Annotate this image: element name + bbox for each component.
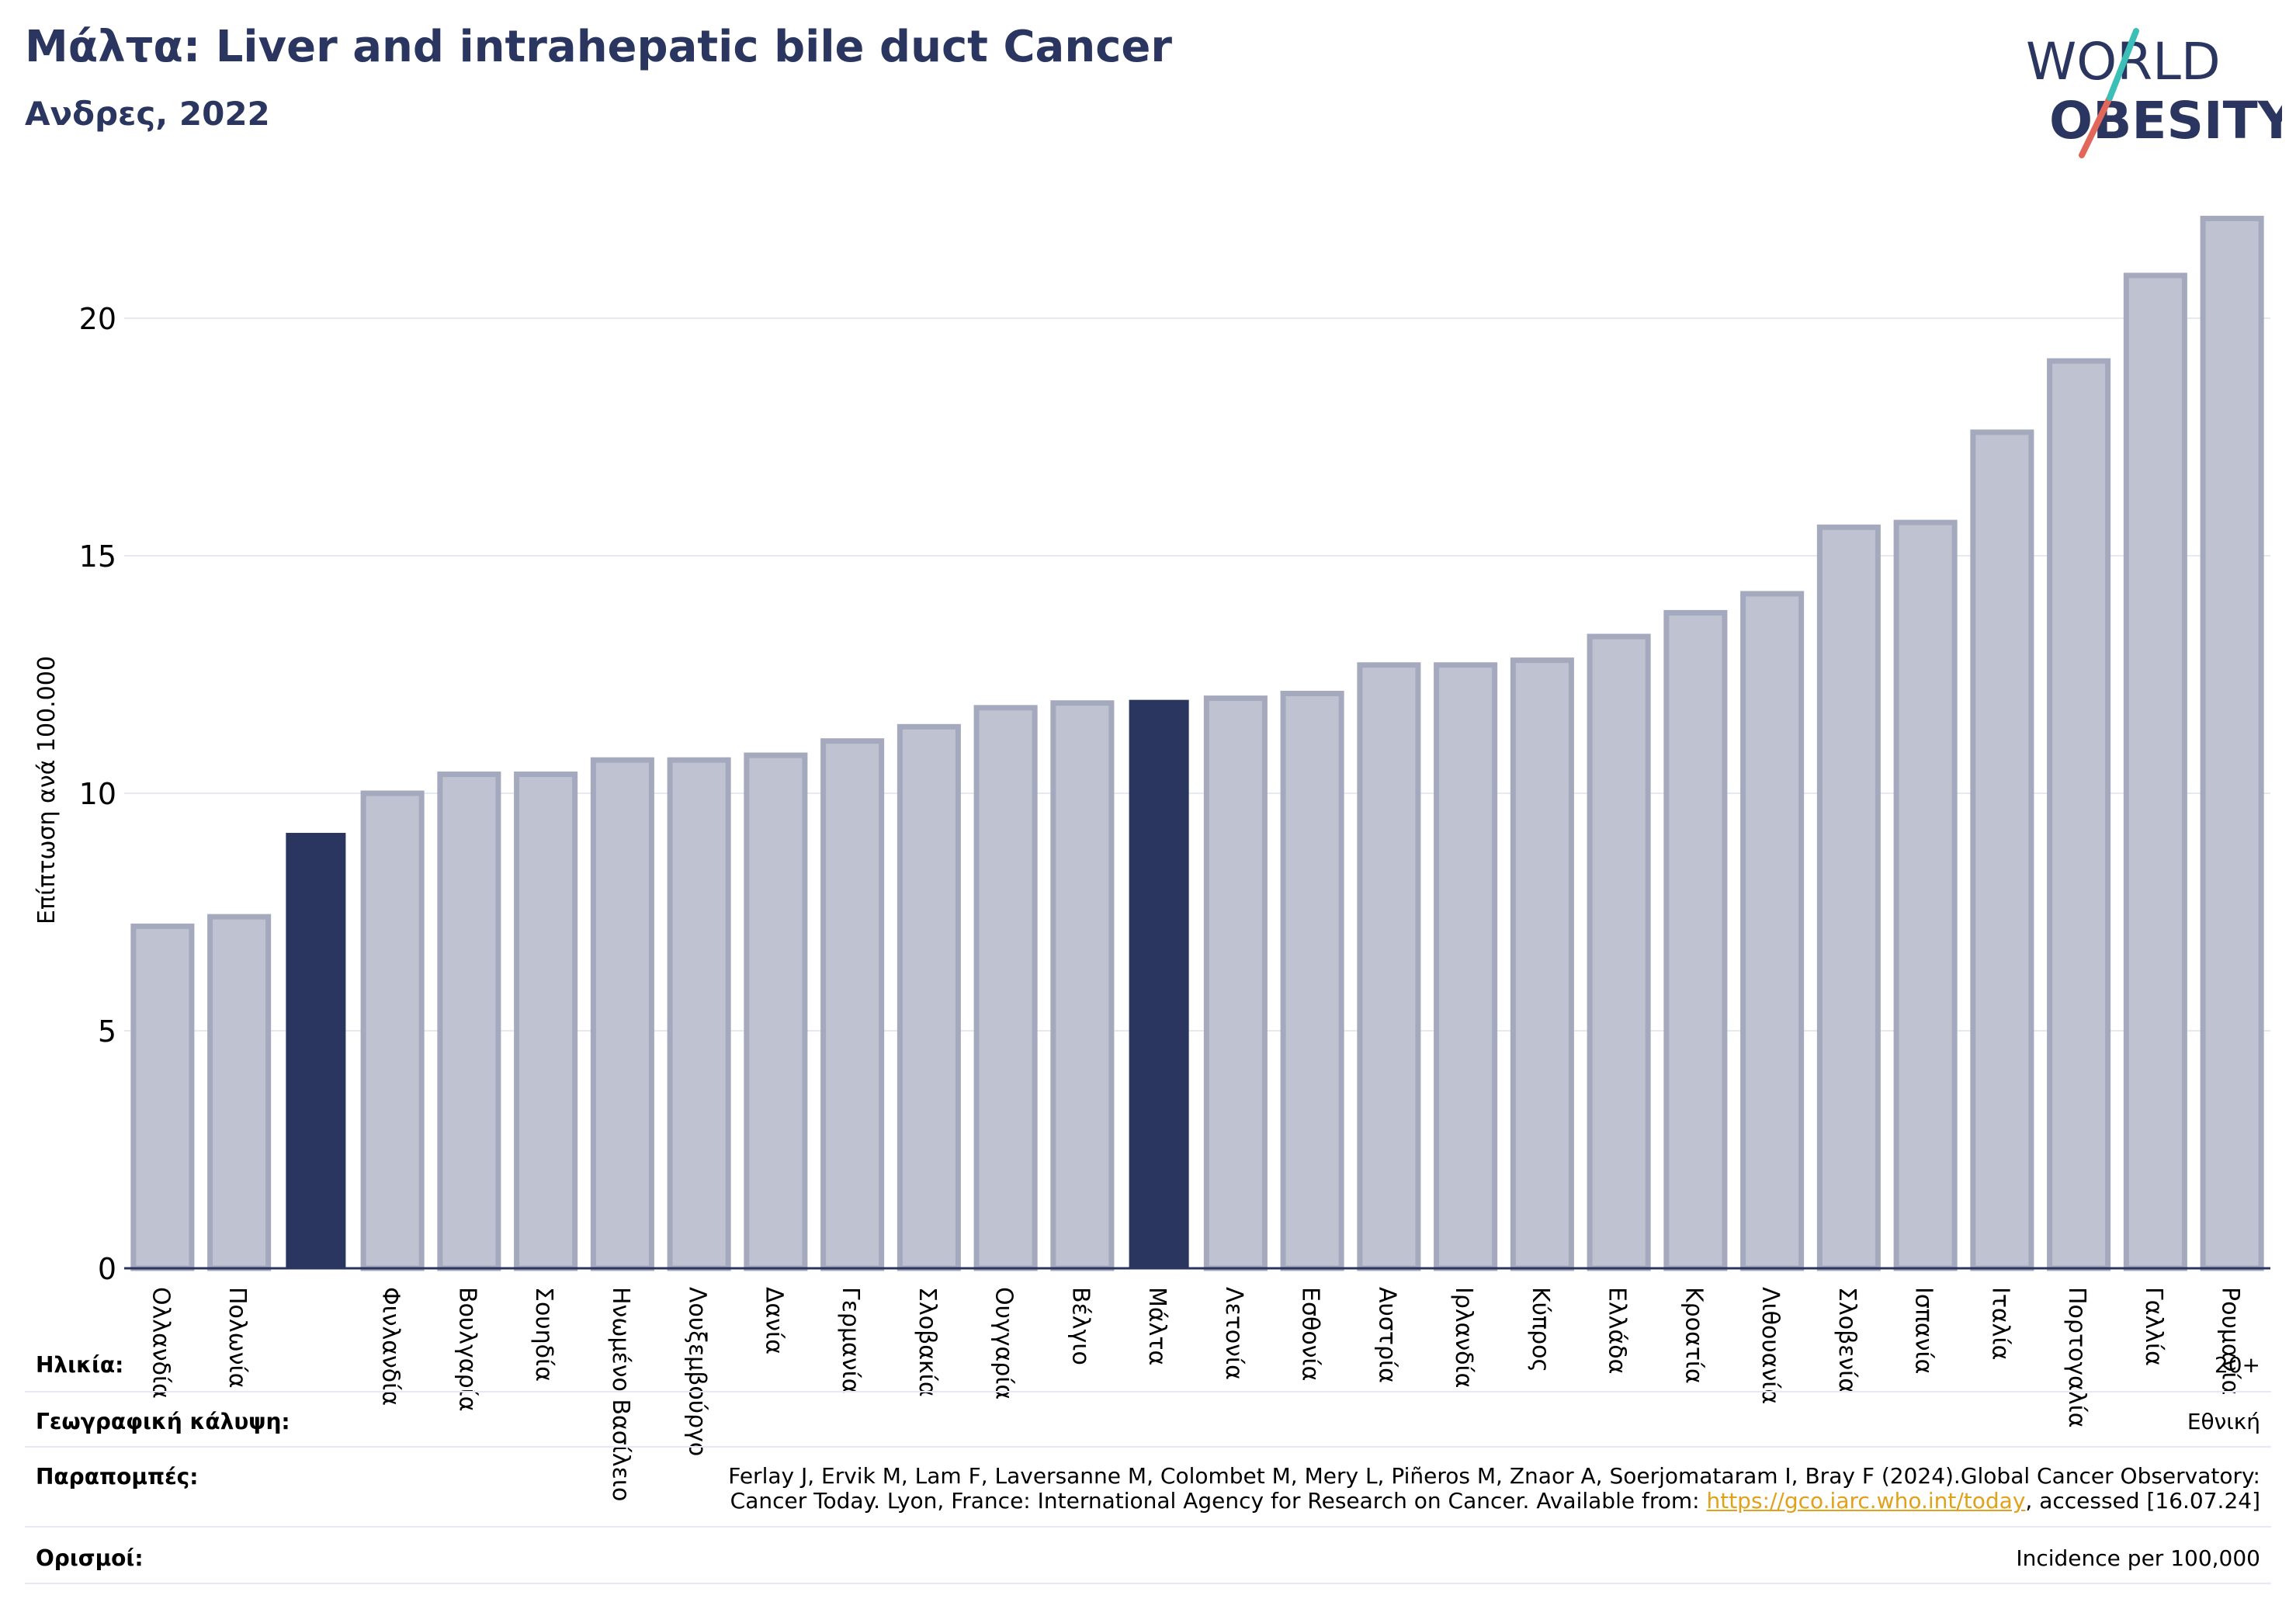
references-accessed: , accessed [16.07.24] (2025, 1488, 2260, 1514)
bar (1434, 662, 1498, 1271)
coverage-value: Εθνική (2187, 1409, 2260, 1434)
age-label: Ηλικία: (36, 1352, 124, 1378)
references-line1: Ferlay J, Ervik M, Lam F, Laversanne M, … (728, 1463, 2260, 1489)
definitions-label: Ορισμοί: (36, 1545, 144, 1571)
bar (2047, 358, 2111, 1271)
age-value: 20+ (2214, 1352, 2260, 1378)
meta-age-row: Ηλικία: 20+ (25, 1335, 2271, 1392)
bar (1893, 519, 1958, 1271)
bar (1203, 695, 1268, 1271)
bar (1510, 657, 1574, 1271)
bar (1050, 700, 1115, 1271)
bar (286, 833, 346, 1269)
x-tick-label: Βέλγιο (1066, 1287, 1094, 1365)
y-tick-label: 0 (98, 1252, 116, 1286)
bar (360, 790, 425, 1271)
y-tick-label: 15 (79, 539, 116, 574)
y-axis-label: Επίπτωση ανά 100.000 (33, 656, 61, 924)
bar (1280, 690, 1344, 1271)
bar (744, 752, 808, 1271)
bar (667, 757, 731, 1271)
references-value: Ferlay J, Ervik M, Lam F, Laversanne M, … (728, 1464, 2260, 1514)
x-tick-label: Δανία (760, 1287, 787, 1354)
x-tick-label: Ρουμανία (2217, 1287, 2244, 1395)
bar (820, 738, 885, 1271)
x-tick-label: Ολλανδία (147, 1287, 174, 1399)
x-tick-label: Λουξεμβούργο (684, 1287, 711, 1456)
meta-definitions-row: Ορισμοί: Incidence per 100,000 (25, 1528, 2271, 1584)
y-tick-label: 5 (98, 1014, 116, 1049)
y-tick-label: 10 (79, 777, 116, 811)
references-text: Cancer Today. Lyon, France: Internationa… (730, 1488, 1707, 1514)
x-tick-label: Πορτογαλία (2063, 1287, 2090, 1428)
x-tick-label: Ιρλανδία (1450, 1287, 1477, 1388)
x-tick-label: Λετονία (1220, 1287, 1247, 1380)
x-tick-label: Ουγγαρία (990, 1287, 1018, 1399)
x-tick-label: Φινλανδία (377, 1287, 404, 1406)
x-tick-label: Μάλτα (1143, 1287, 1171, 1365)
references-line2: Cancer Today. Lyon, France: Internationa… (728, 1489, 2260, 1514)
bar (590, 757, 654, 1271)
x-tick-label: Σλοβενία (1833, 1287, 1861, 1393)
bar (897, 723, 961, 1271)
x-tick-label: Λιθουανία (1757, 1287, 1784, 1404)
references-label: Παραπομπές: (36, 1464, 199, 1489)
bar (437, 772, 501, 1271)
x-tick-label: Σλοβακία (914, 1287, 941, 1397)
x-tick-label: Ελλάδα (1604, 1287, 1631, 1374)
bar (1740, 591, 1805, 1271)
y-tick-label: 20 (79, 302, 116, 336)
x-tick-label: Αυστρία (1373, 1287, 1400, 1383)
chart-title: Μάλτα: Liver and intrahepatic bile duct … (25, 22, 1172, 72)
bar (1357, 662, 1421, 1271)
x-tick-label: Ιταλία (1986, 1287, 2013, 1360)
bar (514, 772, 578, 1271)
meta-references-row: Παραπομπές: Ferlay J, Ervik M, Lam F, La… (25, 1448, 2271, 1528)
x-tick-label: Γερμανία (837, 1287, 864, 1394)
bar (2200, 215, 2264, 1271)
x-tick-label: Πολωνία (224, 1287, 251, 1388)
x-tick-label: Ηνωμένο Βασίλειο (607, 1287, 634, 1501)
definitions-value: Incidence per 100,000 (2016, 1545, 2260, 1571)
chart-subtitle: Ανδρες, 2022 (25, 95, 270, 133)
x-tick-label: Γαλλία (2140, 1287, 2167, 1366)
bar (1663, 609, 1728, 1271)
bar (130, 923, 195, 1271)
x-tick-label: Κροατία (1680, 1287, 1707, 1384)
references-link[interactable]: https://gco.iarc.who.int/today (1706, 1488, 2026, 1514)
x-tick-label: Βουλγαρία (453, 1287, 480, 1412)
x-tick-label: Κύπρος (1527, 1287, 1554, 1372)
x-tick-label: Ισπανία (1910, 1287, 1937, 1374)
x-tick-label: Εσθονία (1297, 1287, 1324, 1381)
world-obesity-logo: WORLD OBESITY (2026, 28, 2282, 158)
bar (207, 914, 272, 1271)
bar (2123, 272, 2187, 1271)
x-tick-label: Σουηδία (530, 1287, 557, 1382)
coverage-label: Γεωγραφική κάλυψη: (36, 1409, 290, 1434)
bar (1129, 699, 1189, 1269)
bar (973, 705, 1038, 1271)
meta-coverage-row: Γεωγραφική κάλυψη: Εθνική (25, 1393, 2271, 1448)
bar (1970, 429, 2034, 1271)
bar (1587, 633, 1651, 1271)
bar (1816, 524, 1881, 1271)
